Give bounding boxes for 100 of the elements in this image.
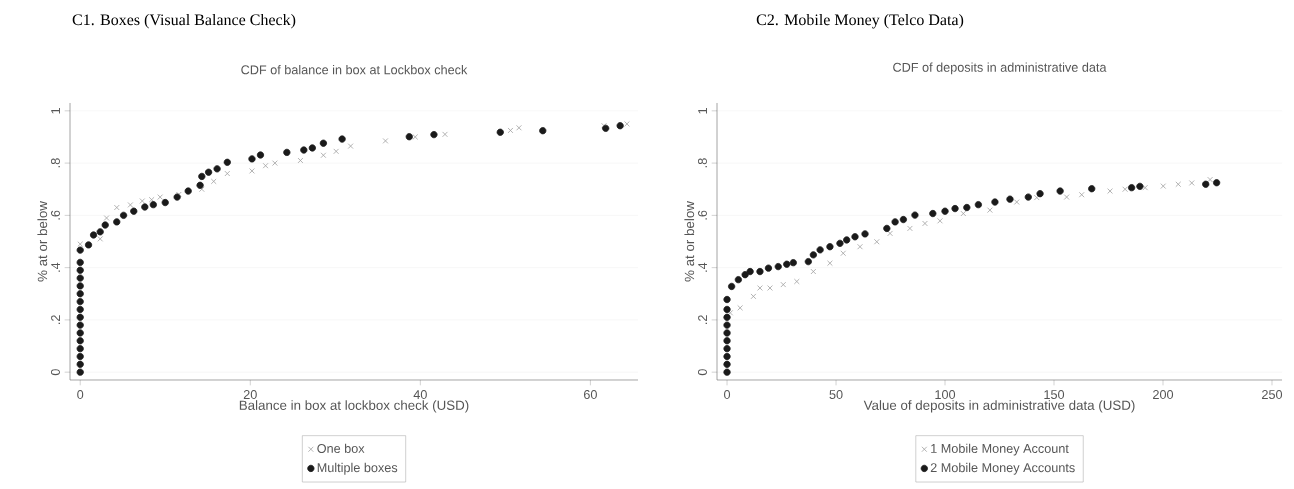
point <box>734 276 742 284</box>
point <box>974 201 982 209</box>
y-tick-label: .4 <box>698 262 707 272</box>
x-axis-title: Balance in box at lockbox check (USD) <box>239 400 469 413</box>
point <box>723 305 731 314</box>
point <box>76 298 84 306</box>
point <box>991 198 999 206</box>
point <box>308 144 316 152</box>
point <box>616 122 624 130</box>
point <box>1024 193 1032 201</box>
point <box>283 148 291 156</box>
point <box>1078 191 1085 198</box>
point <box>249 168 255 174</box>
point <box>1202 180 1210 188</box>
point <box>113 204 120 211</box>
point <box>929 209 937 218</box>
x-tick-label: 100 <box>935 390 956 400</box>
point <box>101 221 109 229</box>
point <box>297 157 304 164</box>
point <box>338 135 346 143</box>
point <box>103 215 110 221</box>
point <box>382 138 389 144</box>
point <box>723 321 731 329</box>
chart-subtitle: CDF of balance in box at Lockbox check <box>241 64 468 75</box>
point <box>76 321 84 329</box>
point <box>1088 185 1096 193</box>
point <box>891 218 899 226</box>
point <box>1213 179 1221 187</box>
point <box>320 152 327 159</box>
y-tick-label: .2 <box>698 315 707 325</box>
chart-title: C1. Boxes (Visual Balance Check) <box>72 13 296 29</box>
y-axis-title: % at or below <box>684 201 695 282</box>
point <box>1006 195 1014 203</box>
point <box>319 139 327 147</box>
point <box>76 368 84 376</box>
point <box>76 246 84 254</box>
point <box>139 198 146 204</box>
point <box>127 202 134 208</box>
x-tick-label: 20 <box>243 390 257 400</box>
point <box>963 203 971 212</box>
point <box>347 143 354 149</box>
point <box>727 309 734 316</box>
point <box>1013 199 1020 205</box>
legend-label: 1 Mobile Money Account <box>931 443 1069 456</box>
y-tick-label: 0 <box>698 369 707 376</box>
point <box>76 337 84 345</box>
y-tick-label: .4 <box>51 262 60 272</box>
point <box>248 155 256 163</box>
point <box>89 231 98 239</box>
point <box>119 211 128 219</box>
point <box>780 281 787 288</box>
point <box>412 134 419 140</box>
y-tick-label: .8 <box>698 158 707 168</box>
point <box>539 127 547 135</box>
point <box>922 220 928 227</box>
y-tick-label: .6 <box>50 210 60 220</box>
point <box>272 160 278 166</box>
point <box>223 158 231 166</box>
y-tick-label: 0 <box>50 369 60 376</box>
point <box>516 124 522 131</box>
point <box>184 187 192 195</box>
point <box>723 368 731 376</box>
x-tick-label: 200 <box>1153 390 1174 400</box>
point <box>826 243 834 251</box>
point <box>77 241 84 247</box>
x-tick-label: 40 <box>413 390 427 400</box>
point <box>951 204 959 213</box>
point <box>911 211 919 219</box>
point <box>809 251 817 259</box>
point <box>907 225 913 232</box>
point <box>76 313 84 321</box>
point <box>130 207 138 215</box>
point <box>899 215 907 224</box>
point <box>76 282 84 290</box>
point <box>113 218 121 226</box>
point <box>723 295 731 304</box>
point <box>746 267 754 276</box>
point <box>789 259 797 267</box>
point <box>861 230 869 238</box>
point <box>76 266 84 274</box>
x-tick-label: 250 <box>1262 390 1283 400</box>
point <box>157 194 163 200</box>
point <box>213 165 221 173</box>
point <box>816 246 824 254</box>
point <box>774 262 782 271</box>
point <box>756 267 764 276</box>
point <box>210 178 217 185</box>
point <box>84 241 93 249</box>
point <box>430 131 438 139</box>
point <box>76 360 84 368</box>
chart-subtitle: CDF of deposits in administrative data <box>893 62 1107 75</box>
point <box>198 172 206 181</box>
y-tick-label: 1 <box>51 107 60 114</box>
point <box>76 345 84 353</box>
point <box>723 352 731 361</box>
point <box>783 260 791 268</box>
point <box>1207 176 1213 183</box>
point <box>887 230 893 237</box>
point <box>1142 184 1148 191</box>
y-tick-label: 1 <box>698 107 707 114</box>
